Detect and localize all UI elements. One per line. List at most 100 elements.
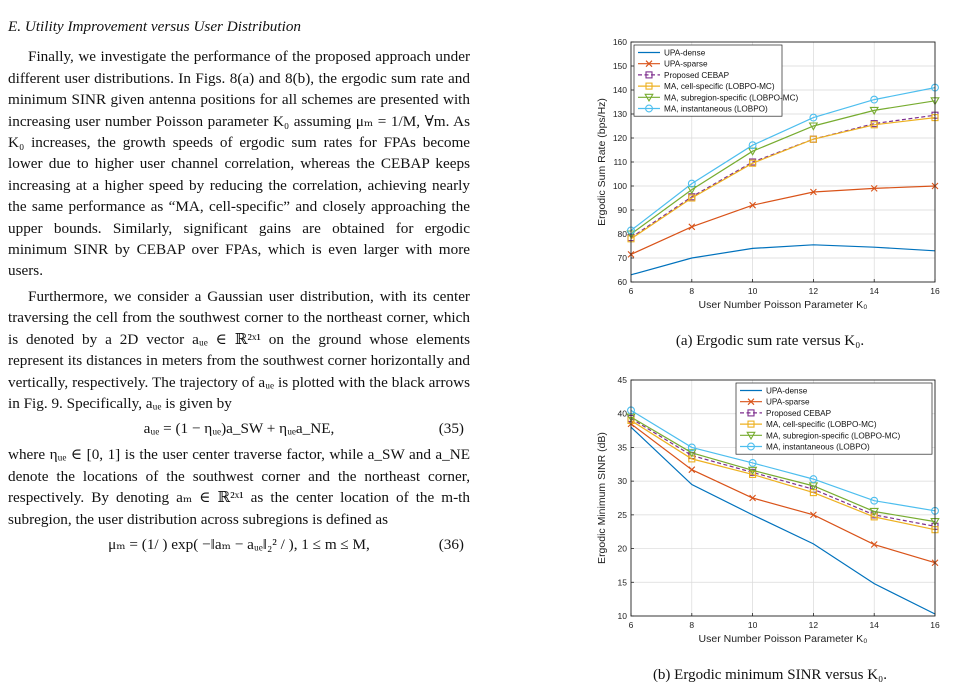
- y-tick-label: 110: [613, 157, 627, 167]
- x-tick-label: 16: [930, 620, 940, 630]
- y-tick-label: 90: [618, 205, 628, 215]
- data-point: [688, 194, 696, 202]
- legend-marker: [747, 398, 755, 406]
- x-tick-label: 12: [809, 286, 819, 296]
- y-tick-label: 160: [613, 37, 627, 47]
- legend-entry: UPA-sparse: [638, 60, 708, 69]
- paragraph-1: Finally, we investigate the performance …: [8, 48, 470, 280]
- caption-b: (b) Ergodic minimum SINR versus K₀.: [652, 667, 888, 683]
- data-point: [688, 223, 696, 231]
- legend-entry: Proposed CEBAP: [740, 409, 832, 418]
- legend-marker: [747, 442, 755, 451]
- y-tick-label: 35: [618, 442, 628, 452]
- data-point: [870, 513, 878, 521]
- y-tick-label: 20: [618, 544, 628, 554]
- data-point: [687, 443, 696, 452]
- y-tick-label: 80: [618, 229, 628, 239]
- series-line: [630, 117, 936, 240]
- data-point: [810, 188, 817, 196]
- paragraph-3: where ηᵤₑ ∈ [0, 1] is the user center tr…: [8, 446, 470, 528]
- x-axis-label: User Number Poisson Parameter K₀: [699, 299, 868, 311]
- data-point: [869, 106, 879, 116]
- legend-marker: [645, 104, 653, 113]
- y-tick-label: 10: [618, 611, 628, 621]
- equation-36-body: μₘ = (1/ ) exp( −‖aₘ − aᵤₑ‖₂² / ), 1 ≤ m…: [108, 535, 370, 553]
- data-point: [749, 470, 757, 478]
- chart-min-sinr: 6 8 10 12 14 16 10 15 20 25 30 35 40 45 User Number Po…: [596, 375, 940, 645]
- y-tick-label: 60: [618, 277, 628, 287]
- legend-label: Proposed CEBAP: [664, 71, 730, 80]
- legend-marker: [645, 82, 653, 90]
- equation-36: μₘ = (1/ ) exp( −‖aₘ − aᵤₑ‖₂² / ), 1 ≤ m…: [8, 530, 470, 560]
- data-point: [809, 113, 818, 122]
- x-tick-label: 8: [689, 286, 694, 296]
- plot-frame: [630, 41, 936, 283]
- series-upa-dense: [630, 426, 936, 615]
- legend-label: UPA-dense: [766, 387, 808, 396]
- series-line: [630, 87, 936, 231]
- chart-sum-rate: 6 8 10 12 14 16 60 70 80 90 100 110 120 130 140 150 160 U…: [596, 37, 940, 311]
- data-point: [870, 95, 879, 104]
- data-point: [808, 122, 819, 131]
- plot-area: 6 8 10 12 14 16 10 15 20 25 30 35 40 45 User Number Po…: [596, 375, 940, 645]
- y-tick-label: 150: [613, 61, 627, 71]
- legend-entry: MA, instantaneous (LOBPO): [740, 443, 870, 452]
- y-axis-label: Ergodic Sum Rate (bps/Hz): [596, 98, 608, 226]
- data-point: [869, 507, 879, 517]
- x-tick-label: 16: [930, 286, 940, 296]
- legend: UPA-dense UPA-sparse Proposed CEBAP MA, cel…: [735, 382, 933, 455]
- legend-marker: [747, 420, 755, 428]
- data-point: [687, 179, 696, 188]
- x-tick-label: 10: [748, 286, 758, 296]
- legend-entry: Proposed CEBAP: [638, 71, 730, 80]
- equation-36-number: (36): [438, 535, 464, 553]
- legend-entry: UPA-sparse: [740, 398, 810, 407]
- legend-label: MA, instantaneous (LOBPO): [664, 105, 768, 114]
- legend-label: Proposed CEBAP: [766, 409, 832, 418]
- data-point: [870, 121, 878, 129]
- figure-a: 6 8 10 12 14 16 60 70 80 90 100 110 120 130 140 150 160 U…: [585, 30, 955, 335]
- legend-marker: [747, 409, 755, 417]
- y-tick-label: 100: [613, 181, 627, 191]
- legend: UPA-dense UPA-sparse Proposed CEBAP MA, cel…: [633, 44, 798, 117]
- y-tick-label: 130: [613, 109, 627, 119]
- x-tick-label: 10: [748, 620, 758, 630]
- caption-a: (a) Ergodic sum rate versus K₀.: [675, 333, 865, 349]
- y-tick-label: 40: [618, 409, 628, 419]
- y-tick-label: 30: [618, 476, 628, 486]
- data-point: [809, 135, 817, 143]
- x-tick-label: 6: [629, 286, 634, 296]
- data-point: [749, 159, 757, 167]
- series-line: [630, 423, 936, 564]
- series-line: [630, 416, 936, 523]
- legend-entry: MA, subregion-specific (LOBPO-MC): [740, 431, 900, 440]
- y-tick-label: 25: [618, 510, 628, 520]
- legend-marker: [645, 60, 653, 68]
- figure-b: 6 8 10 12 14 16 10 15 20 25 30 35 40 45 User Number Po…: [585, 368, 955, 665]
- legend-entry: MA, subregion-specific (LOBPO-MC): [638, 93, 798, 102]
- series-line: [630, 244, 936, 276]
- y-tick-label: 120: [613, 133, 627, 143]
- plot-area: 6 8 10 12 14 16 60 70 80 90 100 110 120 130 140 150 160 U…: [596, 37, 940, 311]
- legend-entry: MA, instantaneous (LOBPO): [638, 105, 768, 114]
- series-line: [630, 417, 936, 527]
- series-upa-dense: [630, 244, 936, 276]
- legend-label: MA, cell-specific (LOBPO-MC): [766, 420, 877, 429]
- data-point: [870, 541, 878, 548]
- legend-label: UPA-sparse: [664, 60, 708, 69]
- legend-label: MA, cell-specific (LOBPO-MC): [664, 82, 775, 91]
- x-tick-label: 12: [809, 620, 819, 630]
- legend-entry: UPA-dense: [740, 387, 808, 396]
- legend-label: MA, instantaneous (LOBPO): [766, 443, 870, 452]
- series-line: [630, 100, 936, 235]
- paragraph-2: Furthermore, we consider a Gaussian user…: [8, 287, 470, 412]
- text-column: E. Utility Improvement versus User Distr…: [8, 16, 470, 560]
- legend-box: [633, 44, 783, 117]
- legend-label: MA, subregion-specific (LOBPO-MC): [766, 431, 900, 440]
- legend-label: MA, subregion-specific (LOBPO-MC): [664, 93, 798, 102]
- legend-box: [735, 382, 933, 455]
- legend-marker: [645, 71, 653, 79]
- data-point: [748, 458, 757, 467]
- x-axis-label: User Number Poisson Parameter K₀: [699, 633, 868, 645]
- legend-marker: [746, 431, 756, 441]
